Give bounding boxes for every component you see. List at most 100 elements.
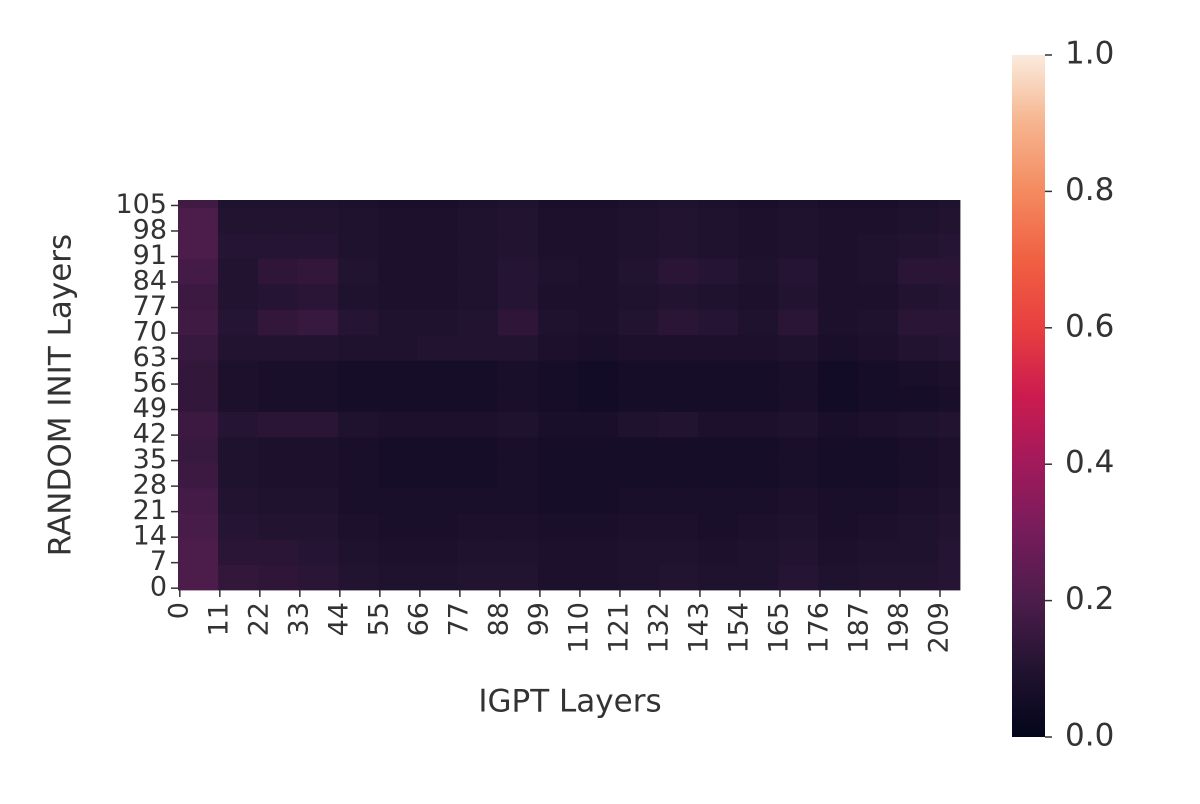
heatmap-cell	[218, 200, 259, 208]
heatmap-cell	[418, 385, 459, 412]
heatmap-cell	[938, 513, 961, 540]
heatmap-cell	[378, 360, 419, 387]
y-tick-label: 77	[133, 291, 167, 322]
heatmap-cell	[938, 436, 961, 463]
heatmap-cell	[418, 487, 459, 514]
colorbar-tick-label: 0.2	[1065, 581, 1114, 617]
heatmap-cell	[698, 334, 739, 361]
x-tick-label: 11	[203, 602, 234, 636]
heatmap-cell	[898, 283, 939, 310]
heatmap-cell	[498, 309, 539, 336]
heatmap-cell	[618, 564, 659, 591]
heatmap-cell	[938, 538, 961, 565]
heatmap-cell	[818, 334, 859, 361]
heatmap-cell	[178, 462, 219, 489]
heatmap-cell	[578, 283, 619, 310]
y-tick-label: 98	[133, 214, 167, 245]
heatmap-cell	[258, 564, 299, 591]
heatmap-cell	[538, 207, 579, 234]
heatmap-cell	[298, 283, 339, 310]
heatmap-cell	[578, 360, 619, 387]
heatmap-cell	[658, 513, 699, 540]
x-tick-label: 154	[723, 602, 754, 654]
x-tick-label: 110	[563, 602, 594, 654]
heatmap-cell	[378, 232, 419, 259]
heatmap-cell	[818, 200, 859, 208]
heatmap-cell	[778, 200, 819, 208]
heatmap-cell	[338, 513, 379, 540]
y-tick-label: 42	[133, 419, 167, 450]
heatmap-cell	[738, 334, 779, 361]
heatmap-cell	[538, 334, 579, 361]
heatmap-cell	[338, 334, 379, 361]
heatmap-cell	[898, 487, 939, 514]
heatmap-cell	[818, 487, 859, 514]
heatmap-cell	[938, 258, 961, 285]
x-tick-label: 143	[683, 602, 714, 654]
heatmap-cell	[618, 309, 659, 336]
heatmap-cell	[778, 360, 819, 387]
y-tick-label: 21	[133, 495, 167, 526]
heatmap-cell	[498, 487, 539, 514]
heatmap-cell	[298, 232, 339, 259]
y-tick-label: 49	[133, 393, 167, 424]
heatmap-cell	[858, 283, 899, 310]
heatmap-cell	[898, 309, 939, 336]
heatmap-cell	[658, 411, 699, 438]
heatmap-cell	[258, 385, 299, 412]
heatmap-cell	[818, 207, 859, 234]
heatmap-cell	[338, 538, 379, 565]
heatmap-cell	[778, 207, 819, 234]
heatmap-cell	[178, 200, 219, 208]
heatmap-cell	[338, 258, 379, 285]
heatmap-cell	[898, 232, 939, 259]
heatmap-cell	[338, 487, 379, 514]
heatmap-cell	[418, 360, 459, 387]
heatmap-cell	[818, 513, 859, 540]
heatmap-cell	[298, 538, 339, 565]
heatmap-cell	[298, 200, 339, 208]
heatmap-cell	[218, 309, 259, 336]
heatmap-cell	[818, 385, 859, 412]
heatmap-cell	[658, 436, 699, 463]
heatmap-cell	[818, 538, 859, 565]
heatmap-cell	[418, 207, 459, 234]
heatmap-cell	[538, 411, 579, 438]
x-tick-label: 33	[283, 602, 314, 636]
heatmap-cell	[218, 385, 259, 412]
heatmap-cell	[298, 258, 339, 285]
heatmap-cell	[258, 513, 299, 540]
x-tick-label: 44	[323, 602, 354, 636]
heatmap-cell	[298, 564, 339, 591]
heatmap-cell	[858, 385, 899, 412]
x-tick-label: 187	[843, 602, 874, 654]
x-tick-label: 22	[243, 602, 274, 636]
heatmap-cell	[258, 462, 299, 489]
heatmap-cell	[338, 564, 379, 591]
x-tick-label: 132	[643, 602, 674, 654]
heatmap-cell	[658, 200, 699, 208]
heatmap-cell	[378, 513, 419, 540]
heatmap-cell	[378, 200, 419, 208]
heatmap-cell	[338, 436, 379, 463]
heatmap-cell	[618, 385, 659, 412]
heatmap-cell	[898, 462, 939, 489]
heatmap-cell	[858, 232, 899, 259]
heatmap-cell	[858, 258, 899, 285]
heatmap-cell	[178, 564, 219, 591]
heatmap-cell	[778, 462, 819, 489]
heatmap-cell	[378, 258, 419, 285]
x-tick-label: 209	[923, 602, 954, 654]
heatmap-cell	[898, 360, 939, 387]
heatmap-cell	[778, 411, 819, 438]
heatmap-cell	[418, 309, 459, 336]
heatmap-cell	[698, 564, 739, 591]
heatmap-cell	[298, 207, 339, 234]
heatmap-cell	[778, 564, 819, 591]
heatmap-cell	[738, 462, 779, 489]
heatmap-cell	[538, 436, 579, 463]
heatmap-cell	[818, 564, 859, 591]
heatmap-cell	[498, 436, 539, 463]
heatmap-cell	[538, 200, 579, 208]
heatmap-cell	[458, 385, 499, 412]
